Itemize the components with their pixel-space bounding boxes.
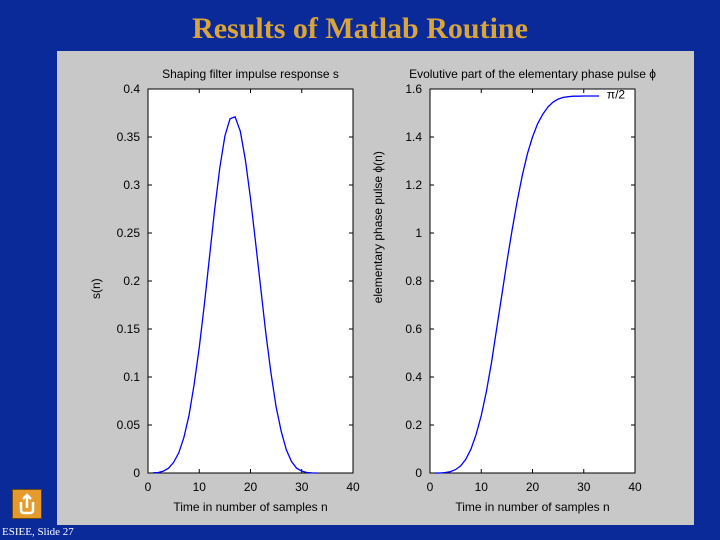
chart-title-2: Evolutive part of the elementary phase p… xyxy=(409,67,656,81)
x-axis-label-1: Time in number of samples n xyxy=(173,500,327,514)
y-tick-label: 0 xyxy=(415,466,422,480)
y-axis-label-2: elementary phase pulse ϕ(n) xyxy=(371,151,385,303)
series-line-1 xyxy=(153,115,318,474)
y-tick-label: 0.15 xyxy=(117,322,141,336)
slide-footer: ESIEE, Slide 27 xyxy=(2,526,74,538)
plot-area-1 xyxy=(147,88,354,474)
x-tick-label: 10 xyxy=(475,480,489,494)
y-tick-label: 0 xyxy=(133,466,140,480)
annotation-pi-over-2: π/2 xyxy=(607,88,626,102)
y-tick-label: 0.3 xyxy=(123,178,140,192)
return-arrow-icon xyxy=(19,493,35,515)
y-tick-label: 0.2 xyxy=(123,274,140,288)
x-tick-label: 20 xyxy=(526,480,540,494)
y-tick-label: 1.6 xyxy=(405,82,422,96)
y-tick-label: 1.4 xyxy=(405,130,422,144)
figure-canvas: 0 10 20 30 4000.050.10.150.20.250.30.350.4Sh… xyxy=(89,67,656,514)
y-tick-label: 0.6 xyxy=(405,322,422,336)
y-tick-label: 0.8 xyxy=(405,274,422,288)
y-tick-label: 0.1 xyxy=(123,370,140,384)
x-tick-label: 10 xyxy=(193,480,207,494)
y-tick-label: 0.2 xyxy=(405,418,422,432)
plot-area-2 xyxy=(429,88,636,474)
chart-title-1: Shaping filter impulse response s xyxy=(162,67,339,81)
x-tick-label: 30 xyxy=(295,480,309,494)
x-tick-label: 0 xyxy=(427,480,434,494)
y-tick-label: 0.05 xyxy=(117,418,141,432)
return-button[interactable] xyxy=(12,489,42,519)
y-tick-label: 1.2 xyxy=(405,178,422,192)
y-tick-label: 0.4 xyxy=(405,370,422,384)
series-line-2 xyxy=(435,95,600,474)
matlab-figure: 0 10 20 30 40 0 0.05 0.1 0.15 0.2 0.25 0.3 0.35 0.4 Sh… xyxy=(57,51,694,525)
y-axis-label-1: s(n) xyxy=(89,278,103,299)
x-tick-label: 30 xyxy=(577,480,591,494)
x-tick-label: 40 xyxy=(346,480,360,494)
y-tick-label: 0.25 xyxy=(117,226,141,240)
slide-title: Results of Matlab Routine xyxy=(192,12,528,45)
x-axis-label-2: Time in number of samples n xyxy=(455,500,609,514)
y-tick-label: 0.4 xyxy=(123,82,140,96)
y-tick-label: 1 xyxy=(415,226,422,240)
x-tick-label: 0 xyxy=(145,480,152,494)
y-tick-label: 0.35 xyxy=(117,130,141,144)
x-tick-label: 40 xyxy=(628,480,642,494)
x-tick-label: 20 xyxy=(244,480,258,494)
